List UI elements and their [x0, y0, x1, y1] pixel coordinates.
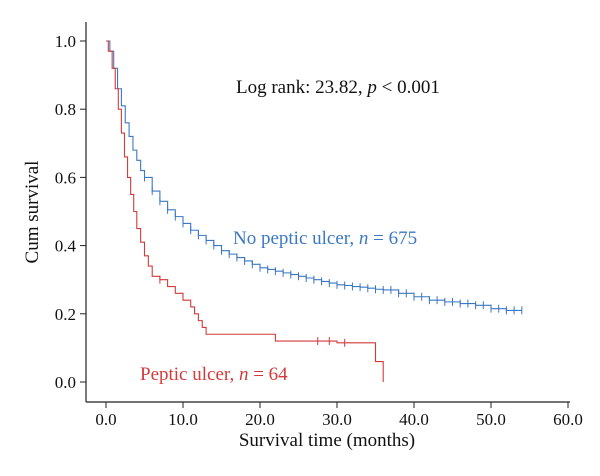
x-axis-title: Survival time (months) [239, 430, 415, 451]
log-rank-prefix: Log rank: 23.82, [236, 77, 367, 98]
x-tick-label: 20.0 [245, 410, 275, 429]
series-label-peptic-ulcer-n: n [239, 364, 249, 385]
series-label-no-peptic-ulcer-suffix: = 675 [368, 228, 417, 249]
log-rank-suffix: < 0.001 [377, 77, 440, 98]
series-label-peptic-ulcer-prefix: Peptic ulcer, [140, 364, 239, 385]
x-tick-label: 40.0 [399, 410, 429, 429]
series-label-no-peptic-ulcer: No peptic ulcer, n = 675 [233, 228, 417, 249]
axes [85, 22, 570, 403]
y-tick-label: 0.2 [55, 305, 76, 324]
series-label-no-peptic-ulcer-n: n [359, 228, 369, 249]
log-rank-annotation: Log rank: 23.82, p < 0.001 [236, 77, 440, 98]
series-label-no-peptic-ulcer-prefix: No peptic ulcer, [233, 228, 359, 249]
ticks: 0.0 10.0 20.0 30.0 40.0 50.0 60.0 0.0 0.2 0.4 0.6 0… [55, 32, 583, 429]
x-tick-label: 10.0 [168, 410, 198, 429]
y-tick-label: 0.6 [55, 168, 76, 187]
x-tick-label: 0.0 [95, 410, 116, 429]
y-tick-label: 0.8 [55, 100, 76, 119]
x-tick-label: 30.0 [322, 410, 352, 429]
x-tick-label: 50.0 [476, 410, 506, 429]
y-tick-label: 0.0 [55, 373, 76, 392]
censor-marks [144, 173, 523, 347]
y-tick-label: 0.4 [55, 237, 77, 256]
x-tick-label: 60.0 [553, 410, 583, 429]
log-rank-p-symbol: p [365, 77, 377, 98]
survival-curve-peptic-ulcer [106, 40, 384, 382]
series-label-peptic-ulcer: Peptic ulcer, n = 64 [140, 364, 288, 385]
series-label-peptic-ulcer-suffix: = 64 [248, 364, 288, 385]
y-tick-label: 1.0 [55, 32, 76, 51]
y-axis-title: Cum survival [22, 161, 43, 264]
